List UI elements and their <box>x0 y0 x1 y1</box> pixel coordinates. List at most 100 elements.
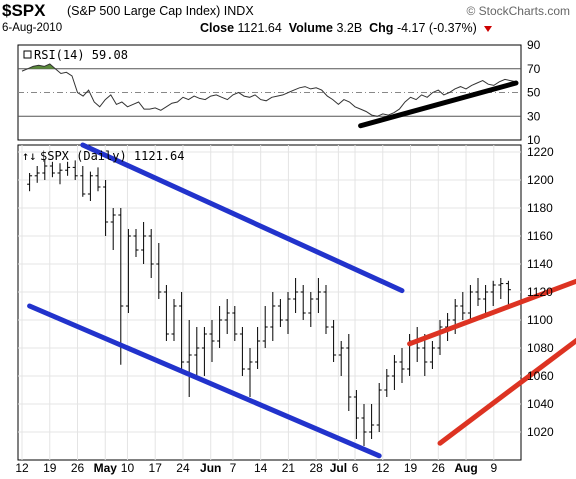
ohlc-bar <box>232 306 238 341</box>
ohlc-bar <box>361 404 367 446</box>
price-y-tick-label: 1060 <box>527 369 554 383</box>
ohlc-bar <box>156 243 162 299</box>
ohlc-bar <box>376 383 382 432</box>
ohlc-bar <box>498 278 504 299</box>
price-y-tick-label: 1180 <box>527 201 553 215</box>
ohlc-bar <box>293 278 299 313</box>
ohlc-bar <box>209 320 215 362</box>
date-tick-label: 21 <box>282 461 296 475</box>
ohlc-bar <box>490 280 496 306</box>
ohlc-bar <box>217 306 223 348</box>
date-tick-label: 17 <box>149 461 163 475</box>
date-tick-label: 19 <box>43 461 57 475</box>
date-tick-label: 6 <box>352 461 359 475</box>
ohlc-bar <box>399 348 405 383</box>
ohlc-bar <box>224 299 230 334</box>
ohlc-bar <box>277 299 283 327</box>
ohlc-bar <box>133 229 139 257</box>
ohlc-bar <box>87 171 93 201</box>
trendline-3 <box>407 278 576 347</box>
ohlc-bar <box>460 292 466 320</box>
ohlc-bar <box>467 285 473 320</box>
date-tick-label: 26 <box>432 461 446 475</box>
ohlc-bar <box>338 341 344 376</box>
ohlc-bar <box>72 160 78 180</box>
ohlc-bar <box>65 161 71 176</box>
ohlc-bar <box>148 229 154 278</box>
rsi-y-tick-label: 30 <box>527 109 541 123</box>
rsi-series-line <box>21 63 517 117</box>
date-tick-label: 28 <box>310 461 324 475</box>
close-value: 1121.64 <box>237 21 282 35</box>
ohlc-bar <box>42 159 48 180</box>
volume-value: 3.2B <box>336 21 363 35</box>
date-tick-label: 9 <box>490 461 497 475</box>
ohlc-icon: ↑↓ <box>22 149 36 163</box>
down-arrow-icon <box>484 25 493 32</box>
ohlc-bar <box>384 369 390 397</box>
price-panel-frame <box>17 144 522 461</box>
rsi-y-axis: 10 30 50 70 90 <box>527 38 541 147</box>
ohlc-bar <box>300 285 306 320</box>
quote-stats: Close 1121.64 Volume 3.2B Chg -4.17 (-0.… <box>200 21 493 35</box>
ohlc-bar <box>110 208 116 250</box>
trendline-1 <box>80 142 405 294</box>
ohlc-bar <box>95 167 101 192</box>
rsi-grid <box>18 68 521 117</box>
trendline-2 <box>27 303 382 459</box>
price-y-tick-label: 1140 <box>527 257 553 271</box>
ohlc-bar <box>285 292 291 334</box>
ohlc-bar <box>308 292 314 327</box>
ohlc-bar <box>346 334 352 411</box>
ohlc-bar <box>414 327 420 362</box>
price-y-tick-label: 1200 <box>527 173 554 187</box>
ohlc-bar <box>323 285 329 334</box>
date-tick-label: 12 <box>15 461 29 475</box>
date-tick-label: 26 <box>71 461 85 475</box>
price-grid <box>18 145 521 460</box>
ohlc-bar <box>475 278 481 306</box>
rsi-overbought-fill <box>27 64 56 69</box>
rsi-y-tick-label: 10 <box>527 133 541 147</box>
date-tick-label: Jul <box>330 461 347 475</box>
ticker-symbol: $SPX <box>2 1 46 20</box>
price-legend: $SPX (Daily) 1121.64 <box>40 149 185 163</box>
rsi-trendline-segment <box>358 80 519 129</box>
ohlc-bar <box>201 327 207 376</box>
price-y-tick-label: 1100 <box>527 313 553 327</box>
price-y-tick-label: 1120 <box>527 285 553 299</box>
price-trendlines <box>27 142 576 459</box>
date-tick-label: 24 <box>176 461 190 475</box>
ohlc-bar <box>270 292 276 341</box>
ohlc-bar <box>331 320 337 362</box>
index-name: (S&P 500 Large Cap Index) INDX <box>67 4 254 18</box>
rsi-overbought-area <box>27 64 56 69</box>
date-x-axis: 12 19 26 May 10 17 24 Jun 7 14 21 28 Jul 6 12 19 26 Aug 9 <box>15 461 497 475</box>
ohlc-bar <box>369 404 375 439</box>
ohlc-bar <box>118 208 124 365</box>
price-y-tick-label: 1080 <box>527 341 554 355</box>
date-tick-label: 19 <box>404 461 418 475</box>
price-y-tick-label: 1220 <box>527 145 554 159</box>
price-y-tick-label: 1020 <box>527 425 554 439</box>
ohlc-bar <box>422 334 428 376</box>
trendline-4 <box>437 337 576 446</box>
ohlc-bar <box>80 166 86 197</box>
ohlc-bar <box>34 166 40 183</box>
rsi-y-tick-label: 70 <box>527 62 541 76</box>
ohlc-bar <box>315 278 321 313</box>
date-tick-label: 14 <box>254 461 268 475</box>
date-tick-label: May <box>94 461 118 475</box>
ohlc-bar <box>353 390 359 439</box>
ohlc-bar <box>163 285 169 341</box>
rsi-y-tick-label: 50 <box>527 86 541 100</box>
ohlc-bar <box>103 180 109 236</box>
ohlc-bar <box>239 327 245 376</box>
rsi-y-tick-label: 90 <box>527 38 541 52</box>
ohlc-bar <box>27 173 33 192</box>
chg-value: -4.17 (-0.37%) <box>396 21 477 35</box>
ohlc-bar <box>247 348 253 397</box>
chg-label: Chg <box>369 21 394 35</box>
ohlc-bar <box>429 341 435 369</box>
